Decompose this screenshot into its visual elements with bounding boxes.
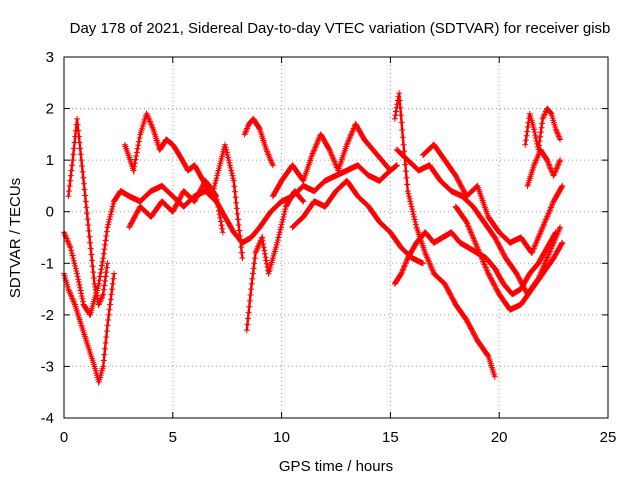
y-tick-label: 1 <box>46 152 54 169</box>
y-tick-label: 0 <box>46 204 54 221</box>
series-markers <box>65 115 111 308</box>
series-trace-6 <box>241 115 276 169</box>
series-trace-16 <box>524 146 564 189</box>
x-axis-label: GPS time / hours <box>279 458 393 475</box>
x-tick-label: 0 <box>60 429 68 446</box>
y-tick-label: -3 <box>41 358 54 375</box>
series-markers <box>126 177 226 236</box>
series-trace-5 <box>126 177 226 236</box>
y-tick-label: -4 <box>41 410 54 427</box>
tick-layer: 0 5 10 15 20 25 -4 -3 -2 -1 0 1 2 3 <box>41 49 617 446</box>
series-trace-11 <box>391 229 559 298</box>
series-markers <box>241 115 276 169</box>
series-markers <box>452 203 566 313</box>
y-tick-label: 3 <box>46 49 54 66</box>
x-tick-label: 25 <box>600 429 617 446</box>
y-tick-label: 2 <box>46 101 54 118</box>
series-layer <box>61 90 566 387</box>
x-tick-label: 20 <box>491 429 508 446</box>
series-trace-15 <box>522 105 564 153</box>
y-axis-label: SDTVAR / TECUs <box>7 178 24 298</box>
series-trace-10 <box>391 90 498 380</box>
series-markers <box>522 105 564 153</box>
series-trace-13 <box>420 141 566 256</box>
y-tick-label: -2 <box>41 307 54 324</box>
series-markers <box>524 146 564 189</box>
x-tick-label: 15 <box>382 429 399 446</box>
x-tick-label: 5 <box>169 429 177 446</box>
chart-title: Day 178 of 2021, Sidereal Day-to-day VTE… <box>70 20 611 37</box>
series-markers <box>393 146 564 298</box>
y-tick-label: -1 <box>41 255 54 272</box>
series-trace-9 <box>289 177 426 267</box>
series-markers <box>420 141 566 256</box>
series-markers <box>391 90 498 380</box>
series-trace-3 <box>65 115 111 309</box>
series-trace-7 <box>243 188 307 334</box>
series-trace-8 <box>269 121 394 200</box>
series-markers <box>243 188 307 334</box>
plot-frame <box>63 56 609 419</box>
series-markers <box>269 121 394 200</box>
series-trace-14 <box>452 203 566 313</box>
x-tick-label: 10 <box>273 429 290 446</box>
